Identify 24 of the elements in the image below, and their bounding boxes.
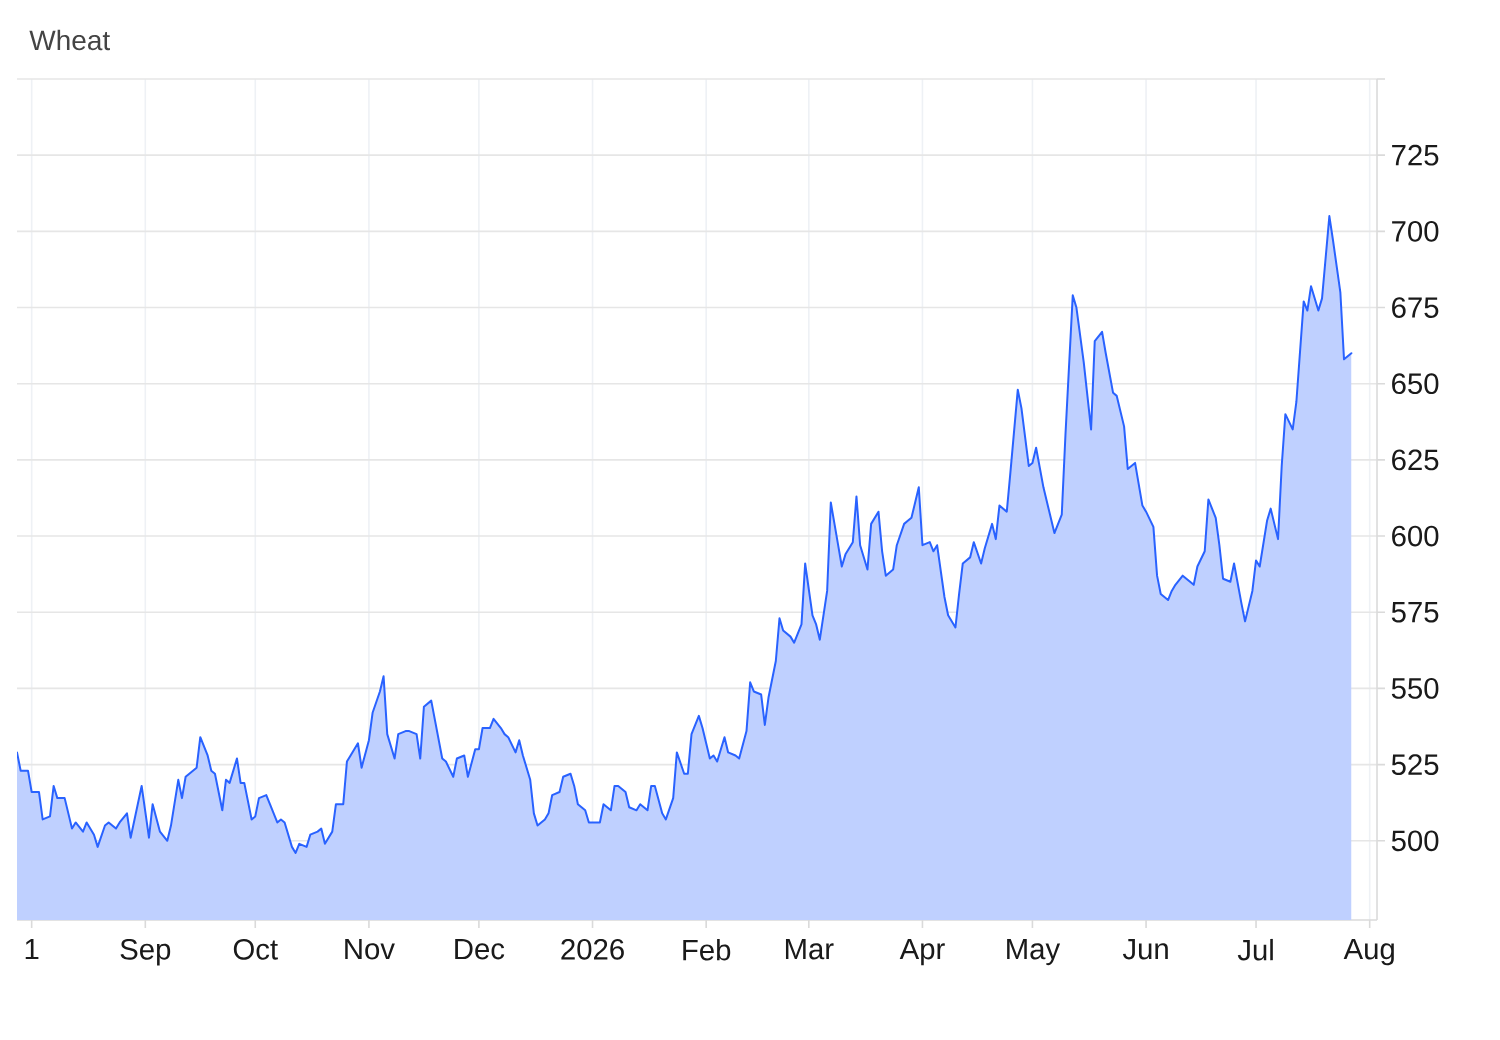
y-tick-label: 675 bbox=[1392, 297, 1439, 318]
x-tick-label: 2026 bbox=[561, 938, 624, 960]
y-tick-label: 500 bbox=[1391, 830, 1439, 852]
x-tick-label: 1 bbox=[25, 938, 39, 960]
y-tick-label: 550 bbox=[1391, 678, 1439, 699]
y-tick-label: 725 bbox=[1392, 144, 1439, 166]
x-tick-label: Dec bbox=[455, 938, 505, 960]
x-tick-label: Jul bbox=[1237, 938, 1273, 961]
x-tick-label: Feb bbox=[683, 938, 731, 961]
x-tick-label: May bbox=[1007, 938, 1061, 966]
x-tick-label: Oct bbox=[233, 938, 278, 960]
x-tick-label: Apr bbox=[899, 938, 945, 966]
x-tick-label: Jun bbox=[1122, 938, 1168, 960]
y-tick-label: 575 bbox=[1391, 602, 1439, 623]
y-tick-label: 700 bbox=[1392, 220, 1439, 242]
x-tick-label: Mar bbox=[785, 938, 834, 960]
y-tick-label: 625 bbox=[1392, 449, 1439, 471]
x-tick-label: Aug bbox=[1343, 938, 1394, 966]
y-tick-label: 600 bbox=[1392, 525, 1439, 547]
y-tick-label: 525 bbox=[1391, 754, 1439, 775]
chart-title: Wheat bbox=[29, 29, 110, 51]
x-tick-label: Sep bbox=[120, 938, 171, 966]
y-tick-label: 650 bbox=[1392, 373, 1439, 395]
x-tick-label: Nov bbox=[345, 938, 395, 960]
